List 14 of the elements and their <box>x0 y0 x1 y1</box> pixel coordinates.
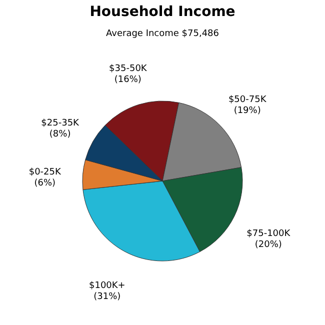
chart-title: Household Income <box>90 4 236 20</box>
slice-label: $35-50K <box>109 64 148 74</box>
slice-label: $50-75K <box>228 94 268 105</box>
chart-subtitle: Average Income $75,486 <box>106 29 220 39</box>
data-label: (8%) <box>49 129 71 140</box>
data-label: (16%) <box>114 75 142 86</box>
data-label: (20%) <box>254 240 282 250</box>
slice-label: $100K+ <box>88 281 126 292</box>
data-label: (6%) <box>34 178 56 189</box>
slice-label: $75-100K <box>246 229 292 240</box>
slice-label: $25-35K <box>41 118 80 128</box>
slice-label: $0-25K <box>28 168 62 178</box>
data-label: (31%) <box>94 292 121 302</box>
data-label: (19%) <box>234 106 261 116</box>
